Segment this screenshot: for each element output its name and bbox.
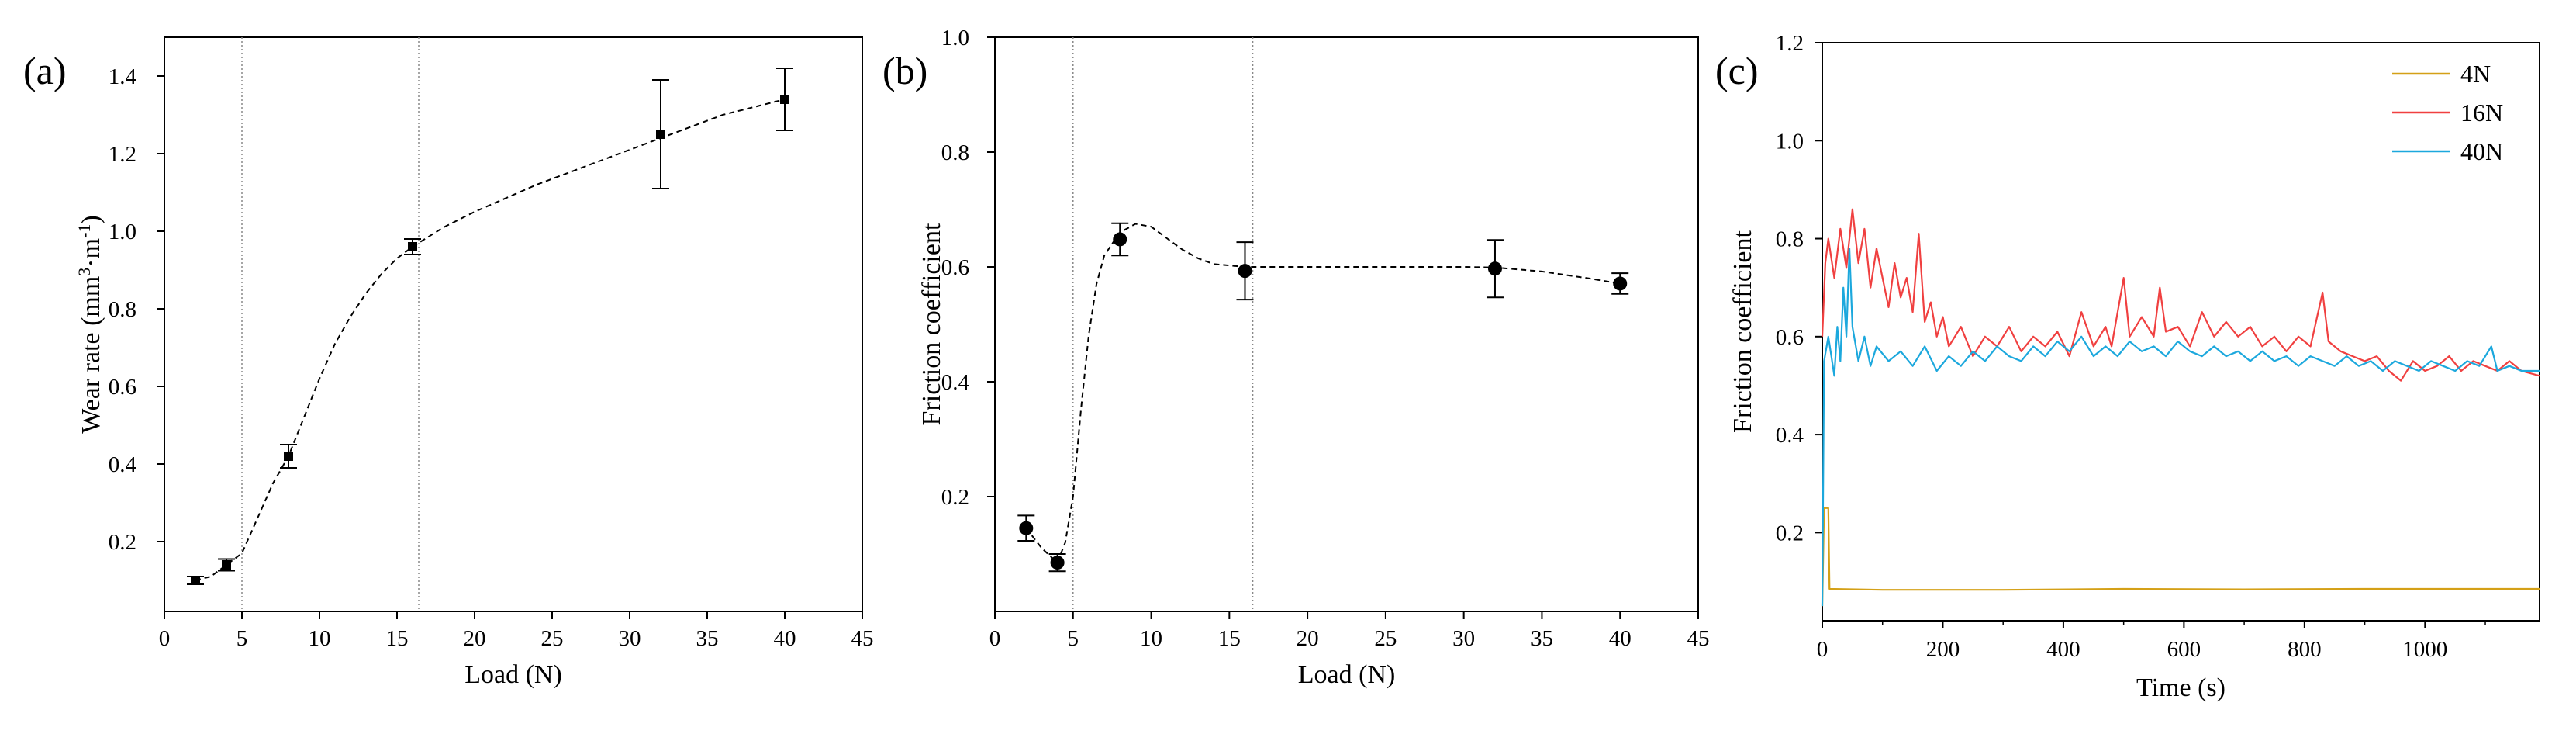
x-tick-label: 30 <box>1452 626 1475 651</box>
x-tick-label: 1000 <box>2402 637 2447 662</box>
data-point <box>1019 521 1034 535</box>
series-line-40N <box>1821 248 2540 607</box>
panel-a-ylabel: Wear rate (mm3·m-1) <box>74 215 105 433</box>
x-tick-label: 600 <box>2167 637 2201 662</box>
series-line-4N <box>1821 507 2540 607</box>
panel-a-label: (a) <box>23 49 67 92</box>
x-tick-label: 40 <box>774 626 796 651</box>
data-point <box>284 452 293 461</box>
y-tick-label: 0.4 <box>1776 423 1804 448</box>
y-tick-label: 1.4 <box>109 64 137 89</box>
y-tick-label: 1.2 <box>109 142 136 167</box>
data-point <box>656 130 665 139</box>
plot-frame <box>994 36 1699 612</box>
panel-b-ylabel: Friction coefficient <box>917 223 946 425</box>
x-tick-label: 15 <box>1218 626 1241 651</box>
data-point <box>408 242 417 251</box>
x-tick-label: 10 <box>309 626 331 651</box>
data-point <box>1238 264 1252 279</box>
data-point <box>1050 556 1065 570</box>
x-tick-label: 45 <box>1687 626 1710 651</box>
x-tick-label: 40 <box>1609 626 1632 651</box>
x-tick-label: 15 <box>386 626 409 651</box>
y-tick-label: 0.4 <box>941 370 970 395</box>
y-tick-label: 0.2 <box>1776 521 1804 545</box>
plot-frame <box>164 36 863 612</box>
y-tick-label: 0.6 <box>941 255 969 280</box>
x-tick-label: 35 <box>696 626 719 651</box>
y-tick-label: 0.2 <box>941 485 969 510</box>
data-point <box>191 576 200 585</box>
panel-b-label: (b) <box>882 49 927 92</box>
legend-label: 16N <box>2460 99 2503 126</box>
x-tick-label: 20 <box>464 626 486 651</box>
x-tick-label: 400 <box>2046 637 2080 662</box>
y-tick-label: 0.6 <box>1776 325 1804 350</box>
data-point <box>222 560 231 570</box>
legend-label: 40N <box>2460 137 2503 165</box>
y-tick-label: 1.2 <box>1776 31 1804 56</box>
panel-a-xlabel: Load (N) <box>464 660 562 689</box>
x-tick-label: 10 <box>1140 626 1162 651</box>
x-tick-label: 25 <box>541 626 564 651</box>
x-tick-label: 20 <box>1297 626 1319 651</box>
x-tick-label: 0 <box>989 626 1001 651</box>
x-tick-label: 5 <box>237 626 248 651</box>
panel-b-xlabel: Load (N) <box>1298 660 1396 689</box>
x-tick-label: 45 <box>851 626 874 651</box>
y-tick-label: 0.2 <box>109 530 136 555</box>
legend-label: 4N <box>2460 60 2491 88</box>
data-point <box>1613 276 1628 291</box>
x-tick-label: 5 <box>1068 626 1079 651</box>
fit-curve <box>195 99 786 581</box>
y-tick-label: 1.0 <box>941 26 969 50</box>
x-tick-label: 0 <box>1817 637 1828 662</box>
x-tick-label: 25 <box>1374 626 1397 651</box>
x-tick-label: 0 <box>159 626 171 651</box>
x-tick-label: 800 <box>2288 637 2322 662</box>
data-point <box>1487 261 1502 276</box>
x-tick-label: 200 <box>1926 637 1960 662</box>
x-tick-label: 30 <box>619 626 641 651</box>
y-tick-label: 0.8 <box>1776 227 1804 252</box>
panel-a: (a) Wear rate (mm3·m-1) Load (N) 0 5 10 15 2… <box>23 36 874 689</box>
panel-b: (b) Friction coefficient Load (N) 0 5 10 15… <box>882 26 1710 689</box>
y-tick-label: 1.0 <box>1776 129 1804 154</box>
y-tick-label: 1.0 <box>109 220 136 244</box>
x-tick-label: 35 <box>1531 626 1553 651</box>
data-point <box>780 95 789 104</box>
panel-c-label: (c) <box>1715 49 1759 92</box>
panel-c-ylabel: Friction coefficient <box>1728 230 1757 433</box>
fit-curve <box>1025 223 1621 564</box>
y-tick-label: 0.8 <box>109 297 136 322</box>
panel-c: (c) Friction coefficient Time (s) 0 200 40… <box>1715 31 2540 702</box>
panel-c-xlabel: Time (s) <box>2136 673 2226 702</box>
y-tick-label: 0.6 <box>109 375 136 400</box>
data-point <box>1113 232 1127 247</box>
y-tick-label: 0.8 <box>941 140 969 165</box>
y-tick-label: 0.4 <box>109 452 137 477</box>
